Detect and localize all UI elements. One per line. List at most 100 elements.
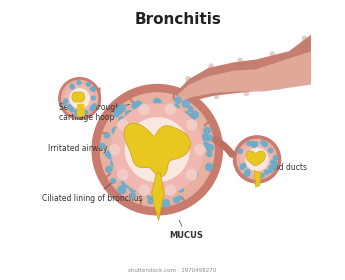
Circle shape	[165, 104, 175, 114]
Circle shape	[90, 107, 94, 111]
Circle shape	[106, 166, 112, 172]
Circle shape	[189, 118, 195, 124]
Circle shape	[91, 96, 95, 100]
Circle shape	[64, 99, 68, 103]
Circle shape	[263, 142, 267, 147]
Circle shape	[62, 101, 67, 105]
Circle shape	[112, 148, 117, 153]
Circle shape	[177, 186, 182, 191]
Circle shape	[269, 165, 273, 170]
Circle shape	[173, 104, 179, 111]
Circle shape	[174, 197, 179, 203]
Circle shape	[70, 108, 73, 112]
Circle shape	[111, 159, 118, 166]
Circle shape	[246, 169, 250, 174]
Circle shape	[116, 108, 122, 115]
Circle shape	[100, 93, 214, 207]
Circle shape	[77, 81, 81, 85]
Circle shape	[118, 104, 125, 112]
Circle shape	[259, 173, 264, 178]
Circle shape	[264, 170, 269, 174]
Circle shape	[207, 136, 213, 141]
Text: Gland ducts: Gland ducts	[253, 152, 307, 172]
Circle shape	[272, 164, 277, 169]
Circle shape	[246, 171, 250, 176]
Circle shape	[134, 101, 142, 109]
Circle shape	[127, 181, 134, 188]
Circle shape	[148, 199, 153, 204]
Circle shape	[160, 104, 166, 110]
Circle shape	[247, 141, 251, 146]
Polygon shape	[152, 172, 164, 220]
Polygon shape	[254, 171, 261, 187]
Circle shape	[90, 106, 94, 109]
Circle shape	[62, 80, 98, 116]
Circle shape	[268, 148, 273, 153]
Circle shape	[237, 139, 277, 179]
Circle shape	[105, 152, 110, 157]
Circle shape	[203, 142, 208, 147]
Text: Section through
cartilage hoop: Section through cartilage hoop	[59, 102, 130, 122]
Circle shape	[108, 154, 112, 159]
Circle shape	[241, 143, 273, 176]
Circle shape	[139, 106, 146, 112]
Circle shape	[261, 141, 265, 145]
Circle shape	[68, 104, 71, 108]
Circle shape	[114, 112, 119, 117]
Circle shape	[145, 105, 151, 111]
Circle shape	[271, 160, 275, 164]
Circle shape	[273, 161, 277, 166]
Circle shape	[75, 113, 79, 117]
Circle shape	[187, 170, 197, 180]
Circle shape	[252, 143, 256, 147]
Polygon shape	[246, 151, 265, 166]
Circle shape	[126, 111, 132, 117]
Circle shape	[193, 172, 198, 177]
Circle shape	[195, 145, 205, 155]
Circle shape	[187, 114, 195, 122]
Circle shape	[120, 175, 125, 180]
Circle shape	[119, 117, 126, 124]
Circle shape	[191, 111, 198, 118]
Circle shape	[100, 143, 105, 149]
Circle shape	[142, 187, 150, 194]
Polygon shape	[178, 35, 311, 107]
Polygon shape	[124, 123, 190, 177]
Circle shape	[118, 120, 128, 130]
Circle shape	[139, 185, 149, 195]
Circle shape	[70, 89, 89, 108]
Circle shape	[178, 187, 184, 192]
Circle shape	[183, 100, 189, 107]
Circle shape	[119, 173, 124, 178]
Circle shape	[104, 133, 109, 138]
Circle shape	[240, 165, 245, 169]
Circle shape	[92, 85, 223, 215]
Circle shape	[125, 118, 189, 182]
Circle shape	[234, 136, 280, 183]
Circle shape	[268, 168, 273, 172]
Circle shape	[70, 85, 74, 89]
Circle shape	[114, 131, 120, 137]
Circle shape	[59, 78, 100, 119]
Text: Bronchitis: Bronchitis	[135, 13, 221, 27]
Circle shape	[202, 134, 209, 141]
Circle shape	[273, 155, 278, 160]
Circle shape	[90, 87, 94, 91]
Circle shape	[84, 110, 88, 114]
Circle shape	[253, 142, 258, 146]
Circle shape	[244, 172, 248, 176]
Circle shape	[75, 110, 78, 114]
Polygon shape	[72, 92, 85, 102]
Circle shape	[188, 107, 193, 111]
Circle shape	[70, 84, 74, 88]
Circle shape	[187, 120, 197, 130]
Circle shape	[65, 84, 94, 113]
Circle shape	[204, 127, 210, 134]
Circle shape	[130, 193, 136, 198]
Circle shape	[238, 149, 242, 153]
Circle shape	[118, 170, 128, 180]
Circle shape	[162, 200, 169, 207]
Circle shape	[139, 104, 149, 114]
Circle shape	[184, 112, 189, 117]
Circle shape	[154, 98, 159, 104]
